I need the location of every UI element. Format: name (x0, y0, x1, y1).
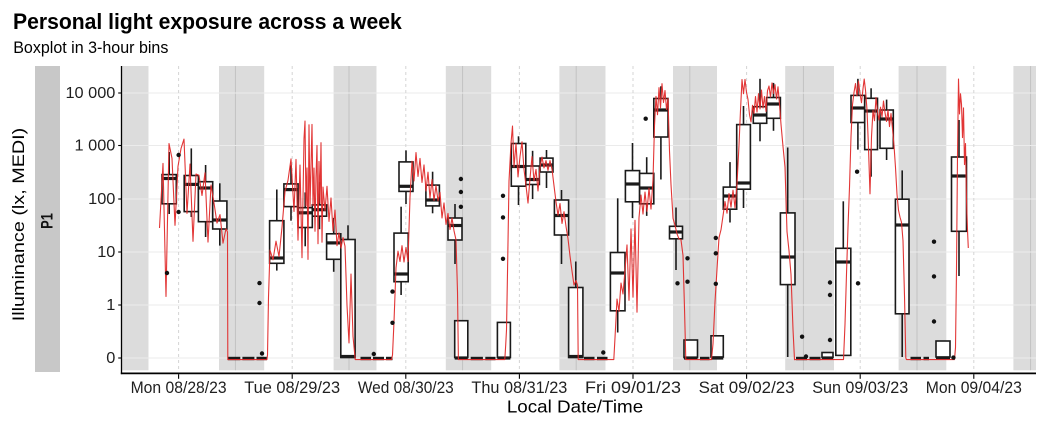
svg-text:Thu 08/31/23: Thu 08/31/23 (471, 379, 567, 397)
svg-text:Mon 09/04/23: Mon 09/04/23 (926, 380, 1022, 397)
svg-text:Fri 09/01/23: Fri 09/01/23 (585, 378, 681, 397)
svg-text:Illuminance (lx, MEDI): Illuminance (lx, MEDI) (10, 128, 28, 322)
svg-text:1 000: 1 000 (75, 137, 116, 155)
svg-text:Wed 08/30/23: Wed 08/30/23 (358, 379, 454, 396)
svg-text:10 000: 10 000 (65, 84, 115, 102)
svg-text:100: 100 (88, 190, 115, 208)
svg-text:1: 1 (106, 296, 115, 314)
svg-text:0: 0 (106, 349, 115, 367)
svg-text:Sun 09/03/23: Sun 09/03/23 (812, 379, 908, 397)
svg-text:P1: P1 (38, 213, 57, 229)
svg-text:10: 10 (97, 243, 115, 261)
svg-text:Sat 09/02/23: Sat 09/02/23 (699, 378, 795, 397)
svg-text:Mon 08/28/23: Mon 08/28/23 (131, 380, 227, 397)
svg-text:Tue 08/29/23: Tue 08/29/23 (244, 379, 340, 397)
svg-text:Boxplot in 3-hour bins: Boxplot in 3-hour bins (13, 39, 168, 57)
svg-text:Local Date/Time: Local Date/Time (507, 396, 643, 416)
svg-text:Personal light exposure across: Personal light exposure across a week (13, 9, 403, 34)
